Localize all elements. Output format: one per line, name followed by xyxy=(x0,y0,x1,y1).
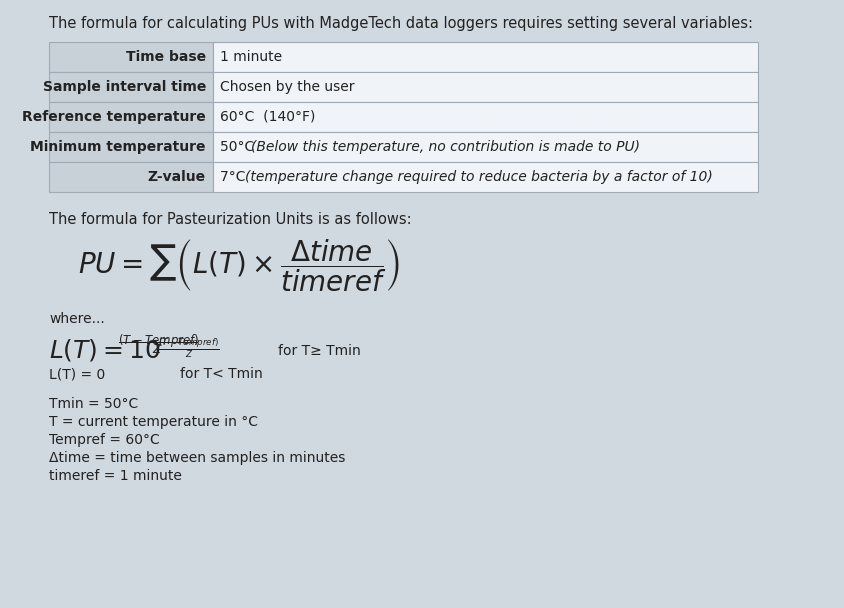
Text: L(T) = 0: L(T) = 0 xyxy=(49,367,106,381)
Text: 50°C: 50°C xyxy=(220,140,258,154)
Text: Sample interval time: Sample interval time xyxy=(42,80,206,94)
FancyBboxPatch shape xyxy=(49,42,213,72)
Text: $\mathit{PU} = \sum\left(\mathit{L}(\mathit{T}) \times \dfrac{\Delta\mathit{time: $\mathit{PU} = \sum\left(\mathit{L}(\mat… xyxy=(78,237,400,294)
Text: where...: where... xyxy=(49,312,105,326)
Text: 7°C: 7°C xyxy=(220,170,250,184)
Text: Minimum temperature: Minimum temperature xyxy=(30,140,206,154)
FancyBboxPatch shape xyxy=(213,162,758,192)
FancyBboxPatch shape xyxy=(49,162,213,192)
Text: Tmin = 50°C: Tmin = 50°C xyxy=(49,397,138,411)
Text: The formula for calculating PUs with MadgeTech data loggers requires setting sev: The formula for calculating PUs with Mad… xyxy=(49,16,752,31)
FancyBboxPatch shape xyxy=(213,42,758,72)
Text: Reference temperature: Reference temperature xyxy=(22,110,206,124)
Text: 1 minute: 1 minute xyxy=(220,50,282,64)
Text: Δtime = time between samples in minutes: Δtime = time between samples in minutes xyxy=(49,451,345,465)
Text: Chosen by the user: Chosen by the user xyxy=(220,80,354,94)
FancyBboxPatch shape xyxy=(213,102,758,132)
Text: timeref = 1 minute: timeref = 1 minute xyxy=(49,469,181,483)
Text: $\frac{(T-Tempref)}{Z}$: $\frac{(T-Tempref)}{Z}$ xyxy=(158,337,219,361)
Text: $\overline{\;\;\;\;\;\;\;\;\;\;\;Z\;\;\;\;\;\;\;\;\;\;\;}$: $\overline{\;\;\;\;\;\;\;\;\;\;\;Z\;\;\;… xyxy=(118,342,198,358)
Text: for T< Tmin: for T< Tmin xyxy=(180,367,262,381)
Text: for T≥ Tmin: for T≥ Tmin xyxy=(278,344,360,358)
Text: Tempref = 60°C: Tempref = 60°C xyxy=(49,433,160,447)
Text: 60°C  (140°F): 60°C (140°F) xyxy=(220,110,315,124)
FancyBboxPatch shape xyxy=(49,132,213,162)
Text: $\mathit{(T-Tempref)}$: $\mathit{(T-Tempref)}$ xyxy=(118,332,199,349)
FancyBboxPatch shape xyxy=(213,72,758,102)
FancyBboxPatch shape xyxy=(49,102,213,132)
FancyBboxPatch shape xyxy=(49,72,213,102)
Text: Time base: Time base xyxy=(126,50,206,64)
Text: T = current temperature in °C: T = current temperature in °C xyxy=(49,415,257,429)
Text: (temperature change required to reduce bacteria by a factor of 10): (temperature change required to reduce b… xyxy=(245,170,711,184)
Text: Z-value: Z-value xyxy=(148,170,206,184)
FancyBboxPatch shape xyxy=(213,132,758,162)
Text: The formula for Pasteurization Units is as follows:: The formula for Pasteurization Units is … xyxy=(49,212,411,227)
Text: (Below this temperature, no contribution is made to PU): (Below this temperature, no contribution… xyxy=(251,140,640,154)
Text: $\mathit{L}(\mathit{T}) = 10$: $\mathit{L}(\mathit{T}) = 10$ xyxy=(49,337,160,363)
